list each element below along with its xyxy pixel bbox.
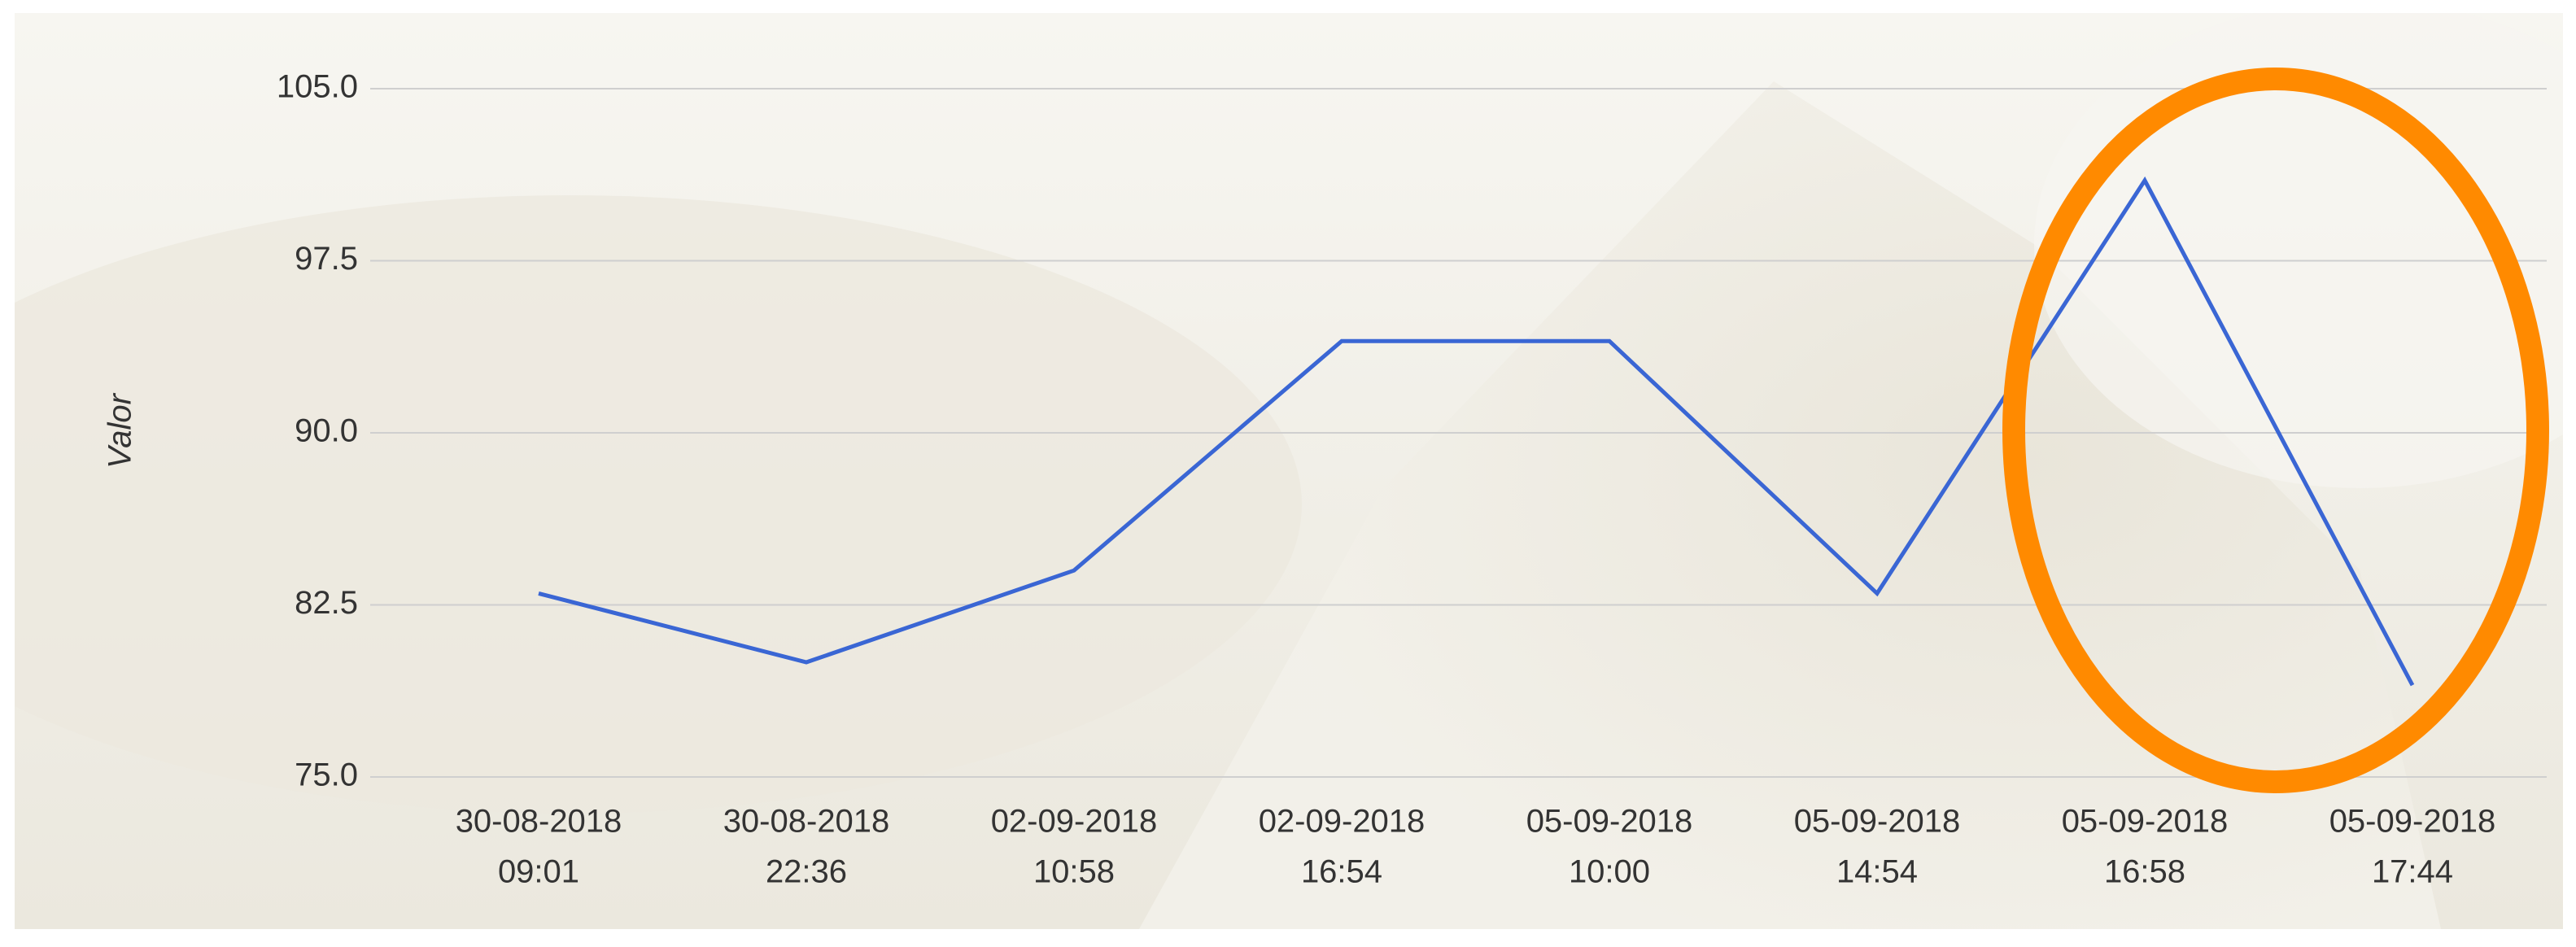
x-tick-label: 10:00 — [1569, 854, 1650, 890]
x-tick-label: 09:01 — [498, 854, 579, 890]
y-tick-label: 105.0 — [277, 69, 358, 105]
x-tick-label: 05-09-2018 — [2329, 804, 2496, 840]
x-tick-label: 02-09-2018 — [991, 804, 1158, 840]
x-tick-label: 05-09-2018 — [2062, 804, 2229, 840]
y-axis-title: Valor — [103, 392, 138, 469]
y-tick-label: 90.0 — [295, 413, 358, 449]
x-tick-label: 30-08-2018 — [723, 804, 890, 840]
x-tick-label: 30-08-2018 — [456, 804, 622, 840]
x-tick-label: 17:44 — [2372, 854, 2453, 890]
x-tick-label: 22:36 — [766, 854, 847, 890]
y-tick-label: 97.5 — [295, 241, 358, 277]
x-tick-label: 05-09-2018 — [1526, 804, 1693, 840]
x-tick-label: 16:54 — [1301, 854, 1382, 890]
x-tick-label: 14:54 — [1836, 854, 1918, 890]
x-tick-label: 16:58 — [2104, 854, 2185, 890]
x-tick-label: 02-09-2018 — [1259, 804, 1426, 840]
y-tick-label: 82.5 — [295, 585, 358, 621]
highlight-circle — [2002, 68, 2549, 793]
y-tick-label: 75.0 — [295, 757, 358, 793]
x-tick-label: 10:58 — [1033, 854, 1115, 890]
x-tick-label: 05-09-2018 — [1794, 804, 1961, 840]
x-axis-title: Fecha — [1434, 931, 1525, 947]
data-line — [538, 176, 2415, 687]
